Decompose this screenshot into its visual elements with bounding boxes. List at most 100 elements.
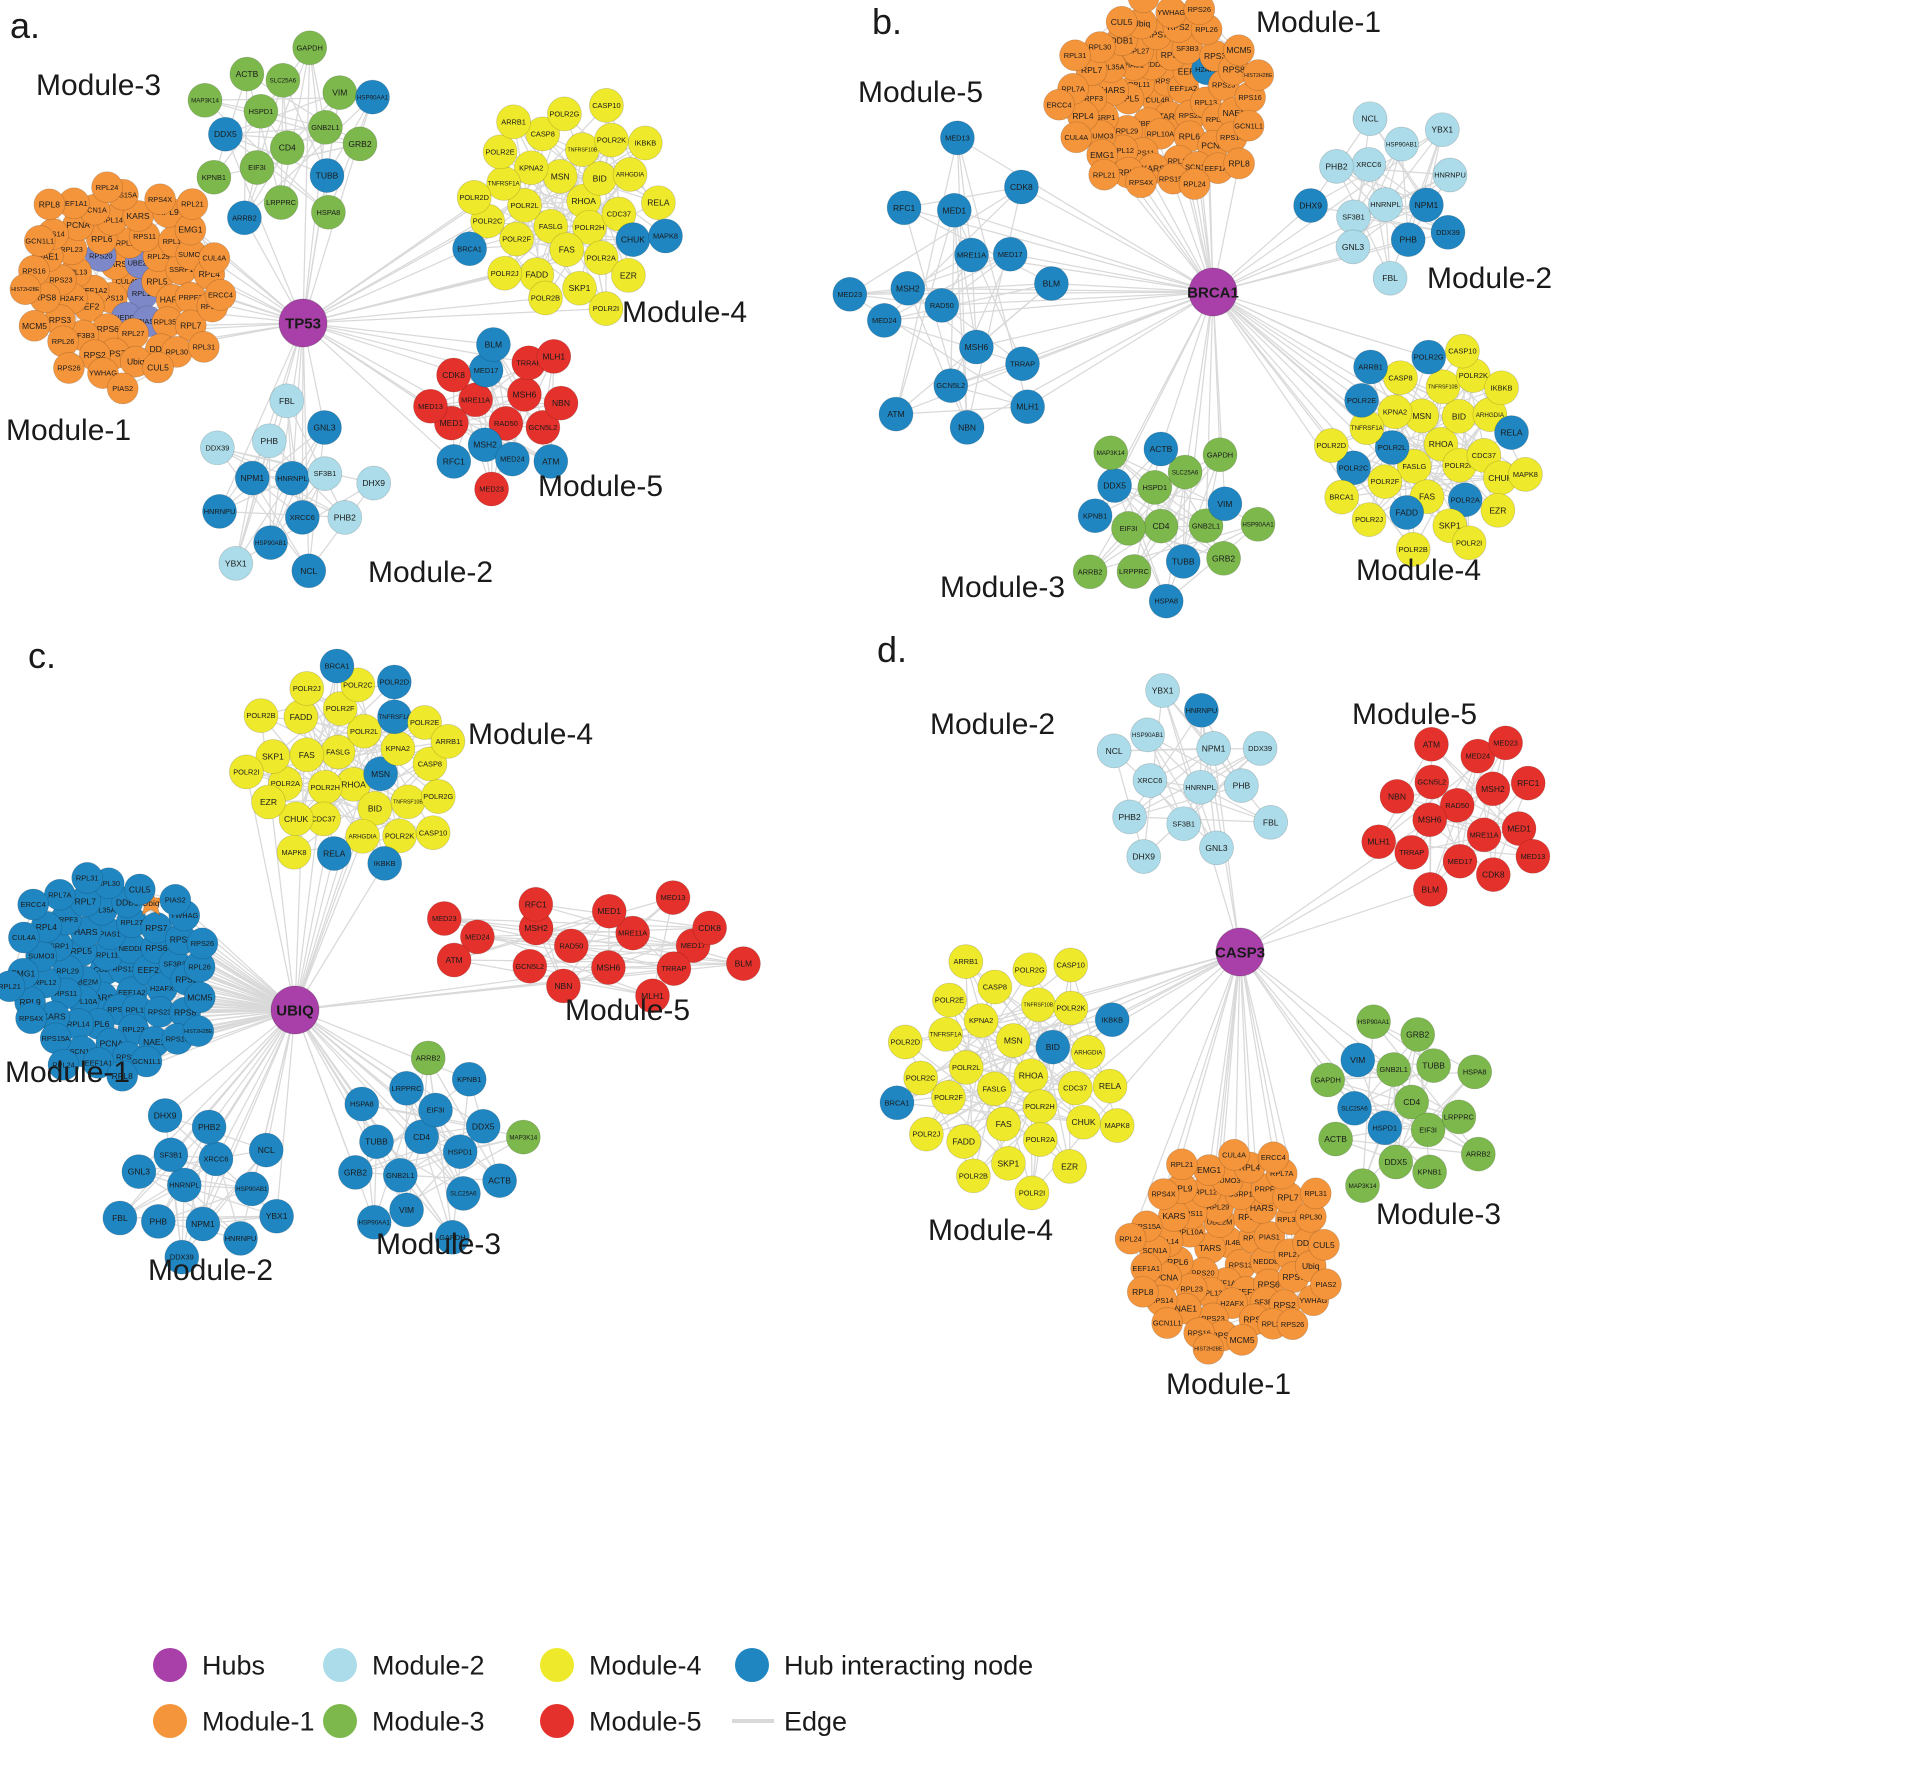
node-POLR2A [1447,482,1483,518]
edge [286,400,303,518]
node-label: POLR2H [1025,1102,1055,1111]
node-label: HARS [74,927,98,937]
node-label: CASP8 [531,129,555,138]
node-label: EEF2 [1236,1287,1258,1297]
node-layer: CUL4B RPS13 TARS RPL11 EEF1A2 UBE2M NEDD8 RPS20… [832,0,1543,619]
edge [1133,448,1162,572]
node-label: RPL7A [48,890,71,899]
node-GCN1L1 [23,225,56,257]
node-label: RPS11 [1131,149,1154,158]
node-label: RPS23 [1212,81,1235,90]
node-POLR2D [1313,428,1349,463]
node-label: DDX5 [1103,480,1126,490]
node-label: HSP90AA1 [357,94,389,101]
node-label: GCN1L1 [1153,1319,1182,1328]
node-label: EEF1A1 [85,1058,113,1067]
node-NCL [291,553,327,589]
node-label: SF3B3 [1176,44,1199,53]
node-POLR2D [456,180,492,215]
edge [138,1171,277,1217]
node-MED24 [495,441,530,477]
node-label: ARRB2 [1466,1150,1491,1159]
node-label: NBN [552,398,570,408]
label-layer: a. Module-1 Module-2 Module-3 Module-4 Module… [6,5,747,589]
node-NBN [546,968,581,1004]
node-label: POLR2H [310,783,340,792]
node-HSPA8 [311,194,346,230]
node-CDK8 [436,357,471,393]
node-label: KARS [43,1011,66,1021]
node-YBX1 [259,1198,294,1234]
edge [269,322,304,543]
node-label: RPL12 [1194,1187,1217,1196]
node-label: BRCA1 [885,1098,910,1107]
node-label: RPL10A [70,997,98,1006]
module-label-a-module-1: Module-1 [6,414,131,447]
edge [477,927,710,938]
node-label: POLR2I [233,767,259,776]
node-label: RPS6 [1258,1279,1280,1289]
node-MED13 [655,880,691,915]
node-label: SCN1A [1143,1246,1168,1255]
node-label: CUL4B [116,277,140,286]
module-label-b-module-2: Module-2 [1427,262,1552,295]
node-FAS [986,1106,1021,1142]
node-label: EEF1A2 [80,286,108,295]
node-label: RPS2 [84,350,106,360]
node-label: XRCC6 [1137,776,1162,785]
node-label: RPL14 [100,215,123,224]
node-label: NEDD8 [114,313,139,322]
node-POLR2B [528,280,563,316]
node-label: EMG1 [1197,1165,1221,1175]
node-GNB2L1 [1376,1052,1412,1087]
node-POLR2A [583,240,619,276]
node-label: RELA [1500,428,1523,438]
node-label: HSPA8 [317,208,341,217]
node-label: RPL7A [1270,1169,1293,1178]
node-label: HARS [1250,1203,1274,1213]
node-label: RPL30 [97,879,120,888]
node-label: RPL4 [36,922,58,932]
node-label: CHUK [1488,473,1512,483]
node-ARHGDIA [612,157,648,192]
edge [972,951,1241,1177]
module-label-d-module-4: Module-4 [928,1214,1053,1247]
node-label: MLH1 [641,991,664,1001]
node-label: VIM [1350,1055,1365,1065]
node-POLR2F [1367,464,1403,499]
edge [1239,888,1431,953]
node-label: RPL4 [199,269,221,279]
edge [1111,951,1241,1021]
edge [294,853,335,1011]
node-MRE11A [954,237,989,273]
edge [302,307,606,324]
node-label: HSP90AA1 [1242,521,1274,528]
hub-node-BRCA1 [1188,267,1238,317]
node-label: MAP3K14 [1097,450,1125,457]
node-label: GNB2L1 [1380,1065,1408,1074]
node-RFC1 [518,886,554,922]
node-ACTB [229,56,265,92]
node-label: POLR2F [1371,477,1400,486]
node-label: SSRP1 [1228,1190,1252,1199]
node-RAD50 [488,406,524,441]
node-FADD [1389,495,1425,530]
node-label: POLR2E [935,996,964,1005]
node-label: RPS4X [1129,178,1153,187]
edge [302,248,470,324]
node-NCL [1096,733,1132,769]
node-label: RPL29 [56,967,79,976]
node-HNRNPL [166,1167,202,1203]
module-label-a-module-3: Module-3 [36,69,161,102]
node-label: IKBKB [1491,383,1513,392]
node-label: SLC25A6 [450,1191,477,1198]
hub-node-TP53 [278,298,328,348]
node-label: MSH2 [896,283,920,293]
edge [1160,291,1214,450]
node-PHB2 [1319,149,1354,184]
node-POLR2I [1451,525,1487,561]
node-POLR2B [243,698,279,733]
node-label: FADD [290,712,313,722]
node-FBL [1372,260,1408,296]
node-SKP1 [255,739,291,774]
